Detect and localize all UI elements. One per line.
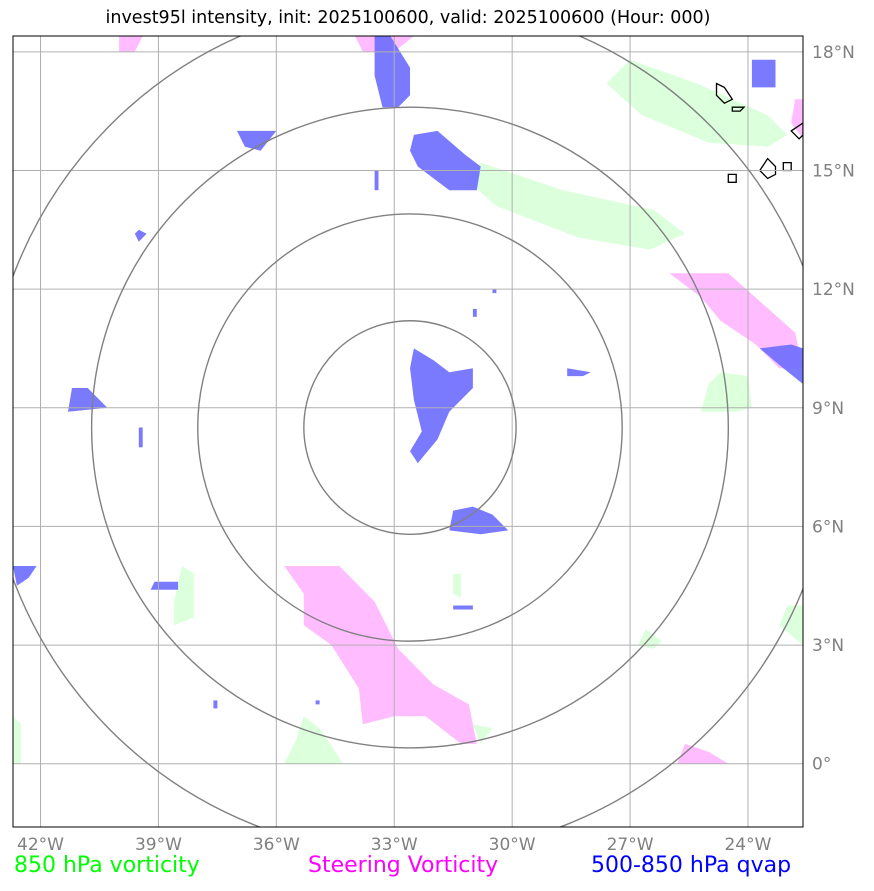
vorticity-850-region: [472, 724, 493, 744]
latitude-tick-label: 15°N: [812, 161, 855, 181]
qvap-region: [374, 36, 410, 108]
gridlines: [13, 36, 803, 827]
island-coastline: [715, 82, 734, 104]
longitude-tick-label: 36°W: [253, 835, 300, 855]
island-coastline: [790, 122, 803, 140]
longitude-tick-label: 39°W: [135, 835, 182, 855]
qvap-region: [138, 427, 143, 448]
steering-vorticity-region: [669, 273, 803, 369]
latitude-tick-label: 0°: [812, 755, 831, 775]
qvap-region: [315, 700, 320, 705]
qvap-region: [759, 344, 803, 384]
vorticity-850-region: [606, 59, 788, 147]
vorticity-850-region: [284, 716, 344, 764]
qvap-region: [410, 348, 473, 464]
qvap-region: [449, 506, 509, 535]
vorticity-850-region: [779, 605, 803, 646]
vorticity-850-region: [13, 716, 21, 764]
island-coastline: [782, 161, 792, 172]
chart-title: invest95l intensity, init: 2025100600, v…: [105, 8, 711, 28]
qvap-region: [68, 388, 108, 412]
qvap-region: [134, 229, 147, 242]
vorticity-850-region: [174, 566, 194, 626]
qvap-region: [453, 605, 473, 610]
qvap-region: [237, 130, 277, 151]
longitude-tick-label: 33°W: [371, 835, 418, 855]
legend-850-vorticity: 850 hPa vorticity: [14, 853, 200, 878]
latitude-tick-label: 12°N: [812, 280, 855, 300]
qvap-region: [567, 368, 591, 377]
longitude-tick-label: 30°W: [489, 835, 536, 855]
latitude-tick-label: 18°N: [812, 43, 855, 63]
legend-qvap: 500-850 hPa qvap: [591, 853, 792, 878]
legend-steering-vorticity: Steering Vorticity: [308, 853, 499, 878]
island-coastline: [731, 106, 746, 112]
longitude-tick-label: 27°W: [607, 835, 654, 855]
vorticity-850-region: [453, 573, 462, 598]
steering-vorticity-region: [791, 99, 803, 139]
distance-ring: [303, 320, 517, 536]
steering-vorticity-region: [119, 36, 143, 52]
island-coastline: [758, 157, 777, 180]
island-coastline: [727, 173, 737, 183]
qvap-region: [374, 170, 379, 191]
longitude-tick-labels: 42°W 39°W 36°W 33°W 30°W 27°W 24°W: [17, 835, 772, 855]
map-frame: [12, 35, 804, 828]
latitude-tick-label: 6°N: [812, 517, 844, 537]
qvap-region: [751, 59, 776, 88]
qvap-region: [150, 581, 179, 590]
latitude-tick-label: 3°N: [812, 636, 844, 656]
longitude-tick-label: 42°W: [17, 835, 64, 855]
qvap-region: [213, 700, 218, 709]
vorticity-850-region: [465, 162, 686, 250]
longitude-tick-label: 24°W: [724, 835, 771, 855]
qvap-region: [472, 308, 477, 317]
latitude-tick-label: 9°N: [812, 399, 844, 419]
steering-vorticity-region: [284, 566, 477, 744]
qvap-region: [13, 566, 37, 586]
latitude-tick-labels: 18°N 15°N 12°N 9°N 6°N 3°N 0°: [812, 43, 855, 775]
contour-fills: [13, 36, 803, 764]
qvap-region: [492, 289, 497, 294]
distance-ring: [197, 213, 623, 642]
distance-rings: [13, 36, 803, 827]
distance-ring: [90, 106, 730, 749]
qvap-region: [410, 130, 481, 191]
